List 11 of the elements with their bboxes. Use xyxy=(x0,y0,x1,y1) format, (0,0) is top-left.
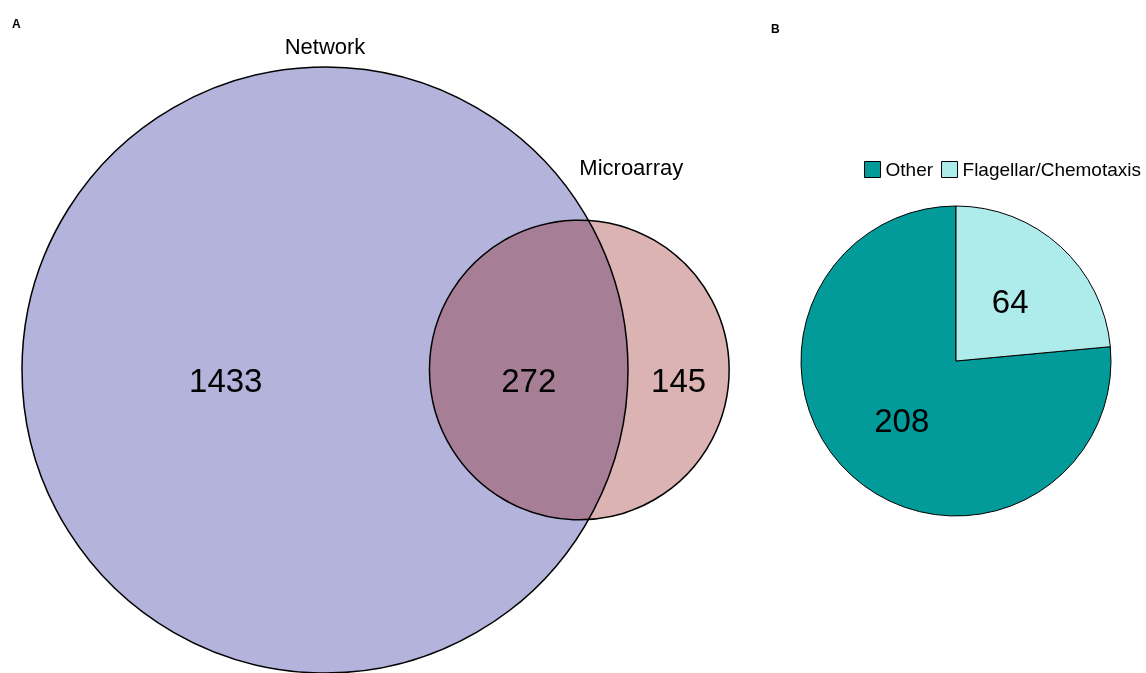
text: Microarray xyxy=(579,154,684,180)
legend-label: Other xyxy=(885,159,934,180)
data-label: 272 xyxy=(501,361,557,399)
data-label: 1433 xyxy=(189,361,263,399)
chart-title: B xyxy=(771,22,780,36)
text: Network xyxy=(284,33,367,59)
data-label: 145 xyxy=(651,361,707,399)
legend-label: Flagellar/Chemotaxis xyxy=(962,159,1142,180)
text: A xyxy=(12,17,21,31)
data-label: 64 xyxy=(991,283,1029,321)
data-label: 208 xyxy=(874,401,930,439)
